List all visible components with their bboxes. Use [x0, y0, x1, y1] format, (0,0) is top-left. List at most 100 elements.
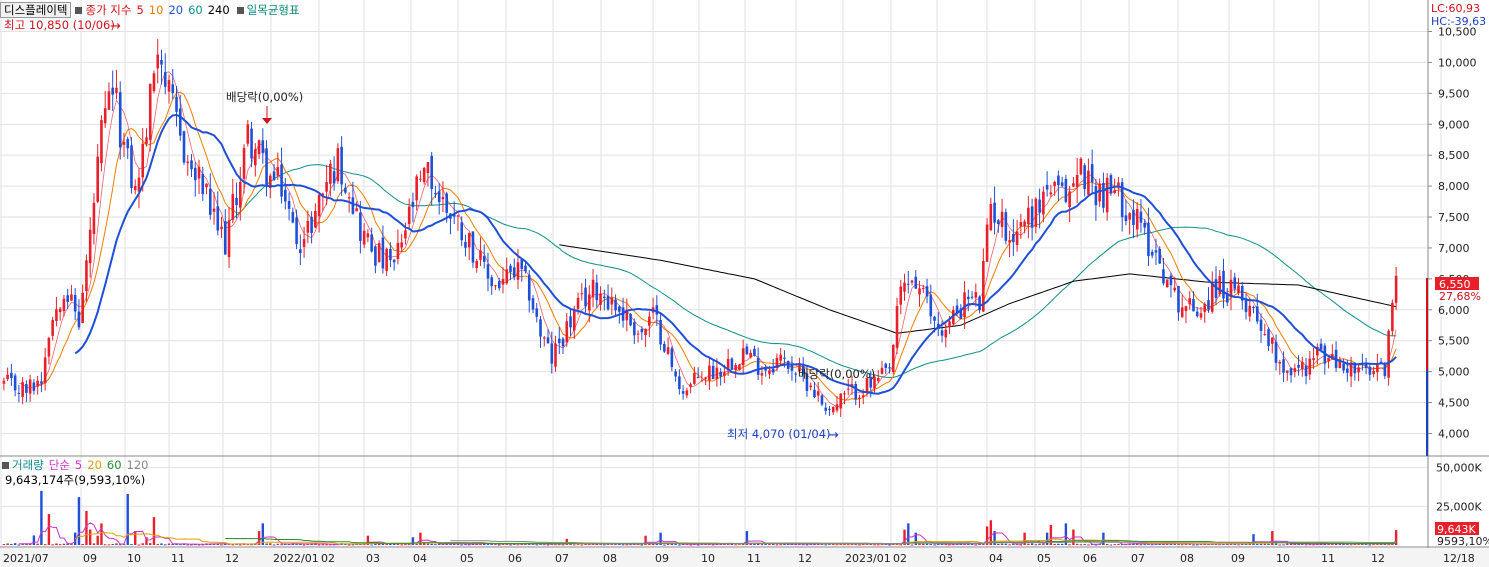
volume-bar [62, 543, 66, 545]
price-legend: 디스플레이텍 종가 지수 5 10 20 60 240 일목균형표 [0, 2, 305, 18]
candle-body [430, 155, 433, 190]
volume-bar [250, 544, 253, 546]
candle-body [250, 128, 253, 159]
volume-bar [591, 543, 595, 545]
date-tick-label: 06 [1083, 552, 1097, 565]
candle-body [873, 376, 876, 389]
ma-front-lines [74, 113, 1397, 395]
volume-bar [625, 544, 629, 546]
candle-body [1162, 269, 1165, 284]
volume-bar [1147, 543, 1150, 545]
volume-bar [306, 543, 310, 545]
candle-body [186, 161, 190, 164]
volume-bar [36, 543, 39, 545]
ma60-line [225, 164, 1397, 378]
candle-body [760, 373, 764, 376]
candle-body [445, 193, 448, 213]
volume-bar [1038, 543, 1041, 545]
candle-body [434, 193, 437, 195]
candle-body [1019, 221, 1023, 227]
volume-badge-value: 9,643K [1437, 523, 1476, 536]
candle-body [711, 365, 715, 380]
volume-bar [468, 544, 471, 546]
candle-body [512, 267, 516, 278]
date-tick-label: 11 [747, 552, 761, 565]
candle-body [794, 373, 797, 375]
volume-bar [1000, 543, 1004, 545]
volume-bar [1274, 543, 1278, 545]
volume-bar [801, 544, 805, 546]
candle-body [437, 191, 441, 203]
volume-bar [565, 538, 568, 545]
candle-body [603, 296, 606, 298]
candle-body [1105, 177, 1109, 213]
candle-body [1072, 183, 1075, 187]
price-tick-label: 8,000 [1438, 180, 1470, 193]
candle-body [557, 338, 561, 344]
candle-body [419, 178, 422, 180]
date-tick-label: 07 [555, 552, 569, 565]
volume-bar [377, 543, 381, 545]
candle-body [1120, 182, 1124, 218]
candle-body [599, 293, 602, 305]
volume-bar [1094, 544, 1098, 546]
volume-bar [1211, 543, 1214, 545]
volume-tick-label: 25,000K [1436, 500, 1482, 513]
candle-body [618, 306, 621, 312]
candle-body [13, 375, 17, 391]
volume-bar [6, 543, 9, 545]
candle-body [381, 237, 385, 269]
candle-body [693, 372, 696, 384]
candle-body [1027, 207, 1030, 225]
volume-bar [1244, 543, 1248, 545]
candle-body [490, 277, 494, 287]
ichimoku-label: 일목균형표 [246, 3, 300, 17]
candle-body [81, 292, 84, 324]
candle-body [745, 346, 749, 355]
volume-bar [77, 497, 81, 545]
candle-body [272, 171, 276, 181]
candle-body [407, 206, 411, 225]
volume-bar [1053, 543, 1056, 545]
volume-bar [952, 544, 955, 546]
stock-name-tag[interactable]: 디스플레이텍 [0, 2, 72, 18]
volume-bar [460, 544, 463, 546]
volume-bar [1181, 544, 1184, 546]
candle-body [891, 344, 895, 373]
candle-body [1342, 363, 1345, 371]
volume-bar [644, 535, 647, 545]
candle-body [107, 91, 111, 110]
candle-body [1098, 183, 1101, 202]
candle-body [1034, 198, 1038, 227]
candle-body [70, 294, 73, 301]
date-tick-label: 05 [460, 552, 474, 565]
volume-bar [430, 543, 433, 545]
volume-bar [381, 543, 385, 545]
volume-bar [929, 544, 932, 546]
volume-bar [1252, 534, 1255, 545]
date-tick-label: 12 [798, 552, 812, 565]
candle-body [1331, 354, 1334, 359]
volume-bar [246, 544, 250, 546]
volume-bar [1008, 544, 1011, 546]
volume-bar [396, 543, 400, 545]
candle-body [62, 298, 66, 312]
volume-bar [783, 543, 786, 545]
volume-bar [1102, 532, 1105, 545]
date-tick-label: 12 [1371, 552, 1385, 565]
candle-body [1259, 319, 1263, 331]
candle-body [235, 197, 238, 206]
volume-bar [1368, 544, 1372, 546]
volume-bar [588, 544, 591, 546]
volume-bar [325, 544, 328, 546]
volume-bar [663, 544, 666, 546]
candle-body [347, 197, 351, 199]
price-tick-label: 9,000 [1438, 118, 1470, 131]
candle-body [1102, 182, 1105, 208]
volume-ma-lines [18, 522, 1397, 545]
volume-bar [194, 544, 197, 546]
volume-bar [558, 544, 561, 546]
volume-bar [539, 543, 542, 545]
price-badge-change: 27,68% [1439, 290, 1481, 303]
candle-body [359, 212, 362, 241]
